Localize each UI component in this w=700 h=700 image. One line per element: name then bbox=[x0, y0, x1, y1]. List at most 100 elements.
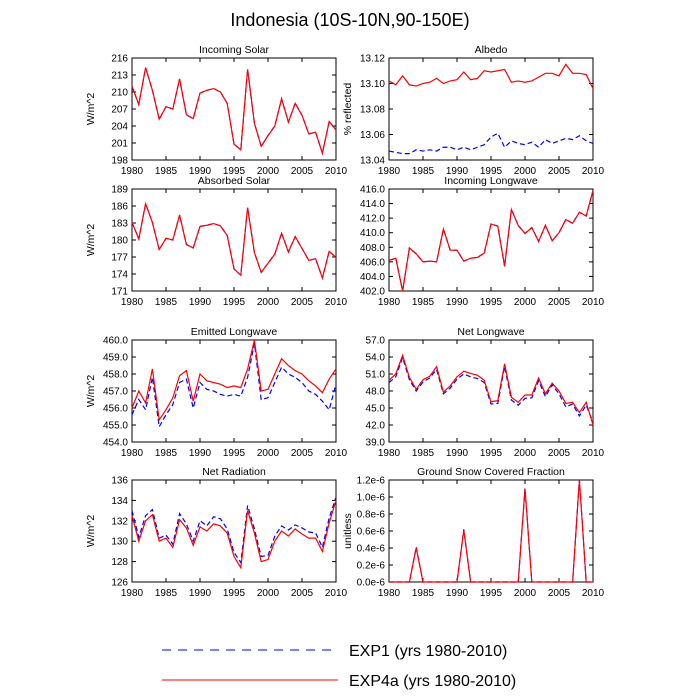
x-tick-label: 1990 bbox=[446, 588, 469, 599]
x-tick-label: 1990 bbox=[189, 297, 212, 308]
plot-frame bbox=[388, 188, 594, 292]
y-tick-label: 126 bbox=[111, 578, 128, 589]
x-tick-label: 1985 bbox=[412, 588, 435, 599]
x-tick-label: 2005 bbox=[291, 448, 314, 459]
y-tick-label: 402.0 bbox=[360, 287, 385, 298]
panel-4: Incoming Longwave 402.0 404.0 406.0 408.0 410… bbox=[360, 175, 605, 308]
y-tick-label: 1.0e-6 bbox=[357, 493, 386, 504]
y-tick-label: 136 bbox=[111, 476, 128, 487]
plot-frame bbox=[388, 57, 594, 161]
x-tick-label: 1980 bbox=[378, 448, 401, 459]
series-line-exp4a bbox=[131, 201, 337, 281]
y-tick-label: 54.0 bbox=[366, 353, 386, 364]
panel-title: Incoming Longwave bbox=[444, 175, 538, 187]
series-line-exp4a bbox=[131, 339, 337, 422]
x-tick-label: 1985 bbox=[412, 297, 435, 308]
y-tick-label: 412.0 bbox=[360, 214, 385, 225]
y-tick-label: 183 bbox=[111, 219, 128, 230]
series-line-exp4a bbox=[388, 353, 594, 426]
x-tick-label: 2010 bbox=[582, 448, 605, 459]
panel-1: Incoming Solar 198 201 204 207 210 213 216 1980 1… bbox=[85, 44, 348, 177]
y-tick-label: 210 bbox=[111, 88, 128, 99]
series-line-exp4a bbox=[131, 67, 337, 156]
y-tick-label: 458.0 bbox=[103, 370, 128, 381]
x-tick-label: 2010 bbox=[582, 166, 605, 177]
y-tick-label: 1.2e-6 bbox=[357, 476, 386, 487]
x-tick-label: 2005 bbox=[291, 166, 314, 177]
x-tick-label: 2005 bbox=[291, 297, 314, 308]
panel-7: Net Radiation 126 128 130 132 134 136 1980 1985 1… bbox=[85, 466, 348, 599]
series-line-exp4a bbox=[388, 190, 594, 292]
y-axis-label: W/m^2 bbox=[85, 93, 97, 126]
y-tick-label: 456.0 bbox=[103, 404, 128, 415]
y-tick-label: 134 bbox=[111, 496, 128, 507]
y-tick-label: 13.10 bbox=[360, 79, 385, 90]
y-tick-label: 414.0 bbox=[360, 199, 385, 210]
x-tick-label: 1980 bbox=[378, 297, 401, 308]
x-tick-label: 2000 bbox=[257, 588, 280, 599]
legend-label-1: EXP1 (yrs 1980-2010) bbox=[349, 643, 507, 660]
panel-title: Ground Snow Covered Fraction bbox=[417, 466, 565, 478]
y-axis-label: unitless bbox=[342, 513, 354, 549]
panel-title: Net Radiation bbox=[202, 466, 266, 478]
y-axis-label: W/m^2 bbox=[85, 515, 97, 548]
x-tick-label: 2005 bbox=[548, 297, 571, 308]
x-tick-label: 1980 bbox=[121, 588, 144, 599]
y-axis-label: W/m^2 bbox=[85, 375, 97, 408]
x-tick-label: 1995 bbox=[480, 166, 503, 177]
x-tick-label: 2000 bbox=[514, 588, 537, 599]
x-tick-label: 1980 bbox=[378, 166, 401, 177]
series-line-exp4a bbox=[389, 479, 593, 583]
y-tick-label: 13.12 bbox=[360, 54, 385, 65]
y-tick-label: 177 bbox=[111, 253, 128, 264]
y-tick-label: 42.0 bbox=[366, 421, 386, 432]
panel-8: Ground Snow Covered Fraction 0.0e-6 0.2e-6… bbox=[342, 466, 605, 599]
y-tick-label: 13.08 bbox=[360, 105, 385, 116]
y-tick-label: 207 bbox=[111, 105, 128, 116]
x-tick-label: 1985 bbox=[412, 448, 435, 459]
panel-3: Absorbed Solar 171 174 177 180 183 186 189 1980 1… bbox=[85, 175, 348, 308]
x-tick-label: 1995 bbox=[223, 166, 246, 177]
plot-frame bbox=[131, 479, 337, 583]
x-tick-label: 1995 bbox=[223, 297, 246, 308]
y-axis-label: W/m^2 bbox=[85, 224, 97, 257]
y-tick-label: 454.0 bbox=[103, 438, 128, 449]
x-tick-label: 1995 bbox=[223, 588, 246, 599]
panel-title: Absorbed Solar bbox=[198, 175, 271, 187]
series-line-exp1 bbox=[131, 497, 337, 565]
x-tick-label: 1990 bbox=[189, 166, 212, 177]
x-tick-label: 1995 bbox=[480, 297, 503, 308]
legend: EXP1 (yrs 1980-2010) EXP4a (yrs 1980-2010… bbox=[162, 643, 516, 690]
y-tick-label: 198 bbox=[111, 156, 128, 167]
x-tick-label: 2005 bbox=[548, 588, 571, 599]
panel-title: Net Longwave bbox=[457, 326, 524, 338]
y-tick-label: 13.06 bbox=[360, 130, 385, 141]
y-tick-label: 204 bbox=[111, 122, 128, 133]
y-tick-label: 0.2e-6 bbox=[357, 561, 386, 572]
y-tick-label: 48.0 bbox=[366, 387, 386, 398]
figure-title: Indonesia (10S-10N,90-150E) bbox=[230, 10, 469, 30]
series-line-exp1 bbox=[131, 67, 337, 156]
y-tick-label: 0.8e-6 bbox=[357, 510, 386, 521]
y-tick-label: 132 bbox=[111, 516, 128, 527]
y-tick-label: 45.0 bbox=[366, 404, 386, 415]
y-tick-label: 216 bbox=[111, 54, 128, 65]
y-tick-label: 51.0 bbox=[366, 370, 386, 381]
series-line-exp4a bbox=[131, 500, 337, 570]
x-tick-label: 1990 bbox=[446, 166, 469, 177]
panel-title: Incoming Solar bbox=[199, 44, 270, 56]
y-tick-label: 0.6e-6 bbox=[357, 527, 386, 538]
x-tick-label: 2000 bbox=[257, 166, 280, 177]
y-tick-label: 410.0 bbox=[360, 228, 385, 239]
panel-title: Albedo bbox=[475, 44, 508, 56]
y-tick-label: 180 bbox=[111, 236, 128, 247]
x-tick-label: 1980 bbox=[378, 588, 401, 599]
panel-2: Albedo 13.04 13.06 13.08 13.10 13.12 1980 1985 1… bbox=[342, 44, 605, 177]
y-tick-label: 455.0 bbox=[103, 421, 128, 432]
y-tick-label: 130 bbox=[111, 537, 128, 548]
x-tick-label: 2010 bbox=[325, 166, 348, 177]
series-line-exp4a bbox=[388, 63, 594, 89]
panel-5: Emitted Longwave 454.0 455.0 456.0 457.0 458.… bbox=[85, 326, 348, 459]
y-tick-label: 171 bbox=[111, 287, 128, 298]
